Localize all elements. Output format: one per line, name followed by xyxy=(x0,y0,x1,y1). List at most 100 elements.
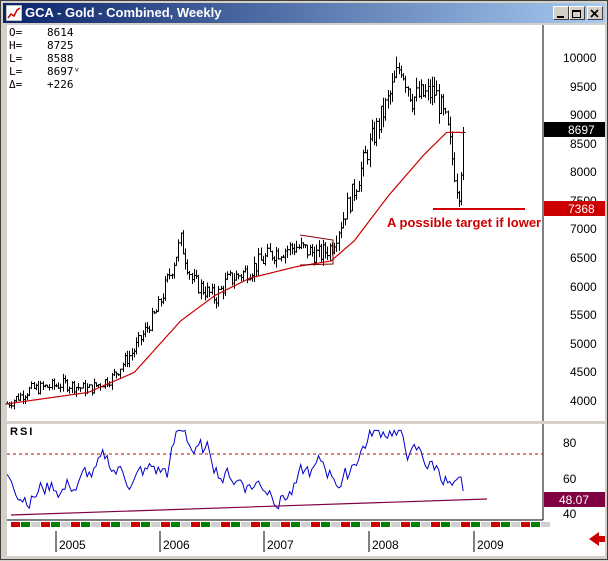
year-label: 2005 xyxy=(59,538,86,552)
time-band-segment xyxy=(231,522,240,527)
last-price-marker xyxy=(544,122,605,137)
price-tick: 5500 xyxy=(570,308,597,322)
time-band-segment xyxy=(121,522,130,527)
time-band-segment xyxy=(411,522,420,527)
rsi-line[interactable] xyxy=(6,428,464,510)
price-bars[interactable] xyxy=(5,56,466,410)
rsi-value-label: 48.07 xyxy=(559,493,589,507)
year-label: 2007 xyxy=(267,538,294,552)
time-band-segment xyxy=(351,522,360,527)
ohlc-value-last: 8697ᵛ xyxy=(47,65,80,78)
time-band-segment xyxy=(51,522,60,527)
chart-area[interactable]: O= 8614 H= 8725 L= 8588 L= 8697ᵛ Δ= +226… xyxy=(3,25,607,561)
pattern-lines xyxy=(299,234,334,266)
target-price-marker xyxy=(544,201,605,216)
ohlc-label-open: O= xyxy=(9,26,23,39)
ohlc-label-low: L= xyxy=(9,52,23,65)
time-band-segment xyxy=(251,522,260,527)
moving-average-line[interactable] xyxy=(6,131,464,405)
time-band-segment xyxy=(431,522,440,527)
time-band-segment xyxy=(361,522,370,527)
price-tick: 10000 xyxy=(563,51,597,65)
ohlc-label-last: L= xyxy=(9,65,23,78)
window-title: GCA - Gold - Combined, Weekly xyxy=(25,5,222,20)
year-label: 2006 xyxy=(163,538,190,552)
time-band-segment xyxy=(501,522,510,527)
year-label: 2008 xyxy=(372,538,399,552)
time-band-segment xyxy=(181,522,190,527)
time-band-segment xyxy=(321,522,330,527)
panel-divider[interactable] xyxy=(7,421,605,424)
time-band-segment xyxy=(391,522,400,527)
last-price-label: 8697 xyxy=(568,123,595,137)
time-band-segment xyxy=(261,522,270,527)
rsi-tick: 60 xyxy=(563,472,577,486)
price-tick: 9500 xyxy=(570,80,597,94)
time-band-segment xyxy=(81,522,90,527)
time-band-segment xyxy=(191,522,200,527)
price-tick: 6500 xyxy=(570,251,597,265)
ohlc-value-high: 8725 xyxy=(47,39,74,52)
time-band-segment xyxy=(161,522,170,527)
scroll-left-arrow-icon[interactable] xyxy=(589,532,605,546)
time-band-segment xyxy=(151,522,160,527)
price-bar xyxy=(461,126,466,181)
time-band-segment xyxy=(531,522,540,527)
minimize-icon xyxy=(557,16,564,18)
ohlc-value-open: 8614 xyxy=(47,26,74,39)
ohlc-label-high: H= xyxy=(9,39,23,52)
price-axis-ticks: 10000 9500 9000 8500 8000 7500 7000 6500… xyxy=(563,51,597,408)
rsi-value-marker xyxy=(544,492,605,507)
time-band-segment xyxy=(71,522,80,527)
time-band-segment xyxy=(451,522,460,527)
time-band-segment xyxy=(401,522,410,527)
ohlc-readout: O= 8614 H= 8725 L= 8588 L= 8697ᵛ Δ= +226 xyxy=(9,26,80,91)
time-band-segment xyxy=(341,522,350,527)
price-tick: 5000 xyxy=(570,337,597,351)
price-tick: 6000 xyxy=(570,280,597,294)
price-tick: 8500 xyxy=(570,137,597,151)
price-tick: 7000 xyxy=(570,222,597,236)
time-band-segment xyxy=(61,522,70,527)
title-bar[interactable]: GCA - Gold - Combined, Weekly xyxy=(3,3,605,23)
time-band-segment xyxy=(441,522,450,527)
time-band-segment xyxy=(471,522,480,527)
rsi-label: RSI xyxy=(10,426,34,438)
time-band-segment xyxy=(281,522,290,527)
time-band-segment xyxy=(41,522,50,527)
time-band-segment xyxy=(541,522,550,527)
close-button[interactable] xyxy=(587,6,603,20)
time-band-segment xyxy=(131,522,140,527)
target-annotation: A possible target if lower xyxy=(387,215,541,230)
time-band-segment xyxy=(11,522,20,527)
rsi-trendline[interactable] xyxy=(10,498,488,516)
time-band-segment xyxy=(211,522,220,527)
time-band-segment xyxy=(201,522,210,527)
price-panel[interactable] xyxy=(7,25,543,421)
time-band-segment xyxy=(461,522,470,527)
time-band-segment xyxy=(141,522,150,527)
time-band-segment xyxy=(101,522,110,527)
ohlc-label-change: Δ= xyxy=(9,78,23,91)
price-tick: 9000 xyxy=(570,108,597,122)
chart-app-icon xyxy=(6,5,22,21)
time-band-segment xyxy=(511,522,520,527)
time-band-segment xyxy=(31,522,40,527)
minimize-button[interactable] xyxy=(553,6,569,20)
close-icon xyxy=(590,9,599,18)
time-band-segment xyxy=(331,522,340,527)
rsi-panel[interactable] xyxy=(7,424,543,520)
time-band-segment xyxy=(481,522,490,527)
time-band-segment xyxy=(271,522,280,527)
price-axis-panel xyxy=(543,25,605,421)
ohlc-value-low: 8588 xyxy=(47,52,74,65)
time-band-segment xyxy=(291,522,300,527)
maximize-button[interactable] xyxy=(569,6,585,20)
time-band-segment xyxy=(111,522,120,527)
rsi-tick: 80 xyxy=(563,436,577,450)
time-band xyxy=(11,522,550,527)
time-band-segment xyxy=(311,522,320,527)
price-tick: 4000 xyxy=(570,394,597,408)
target-price-label: 7368 xyxy=(568,202,595,216)
